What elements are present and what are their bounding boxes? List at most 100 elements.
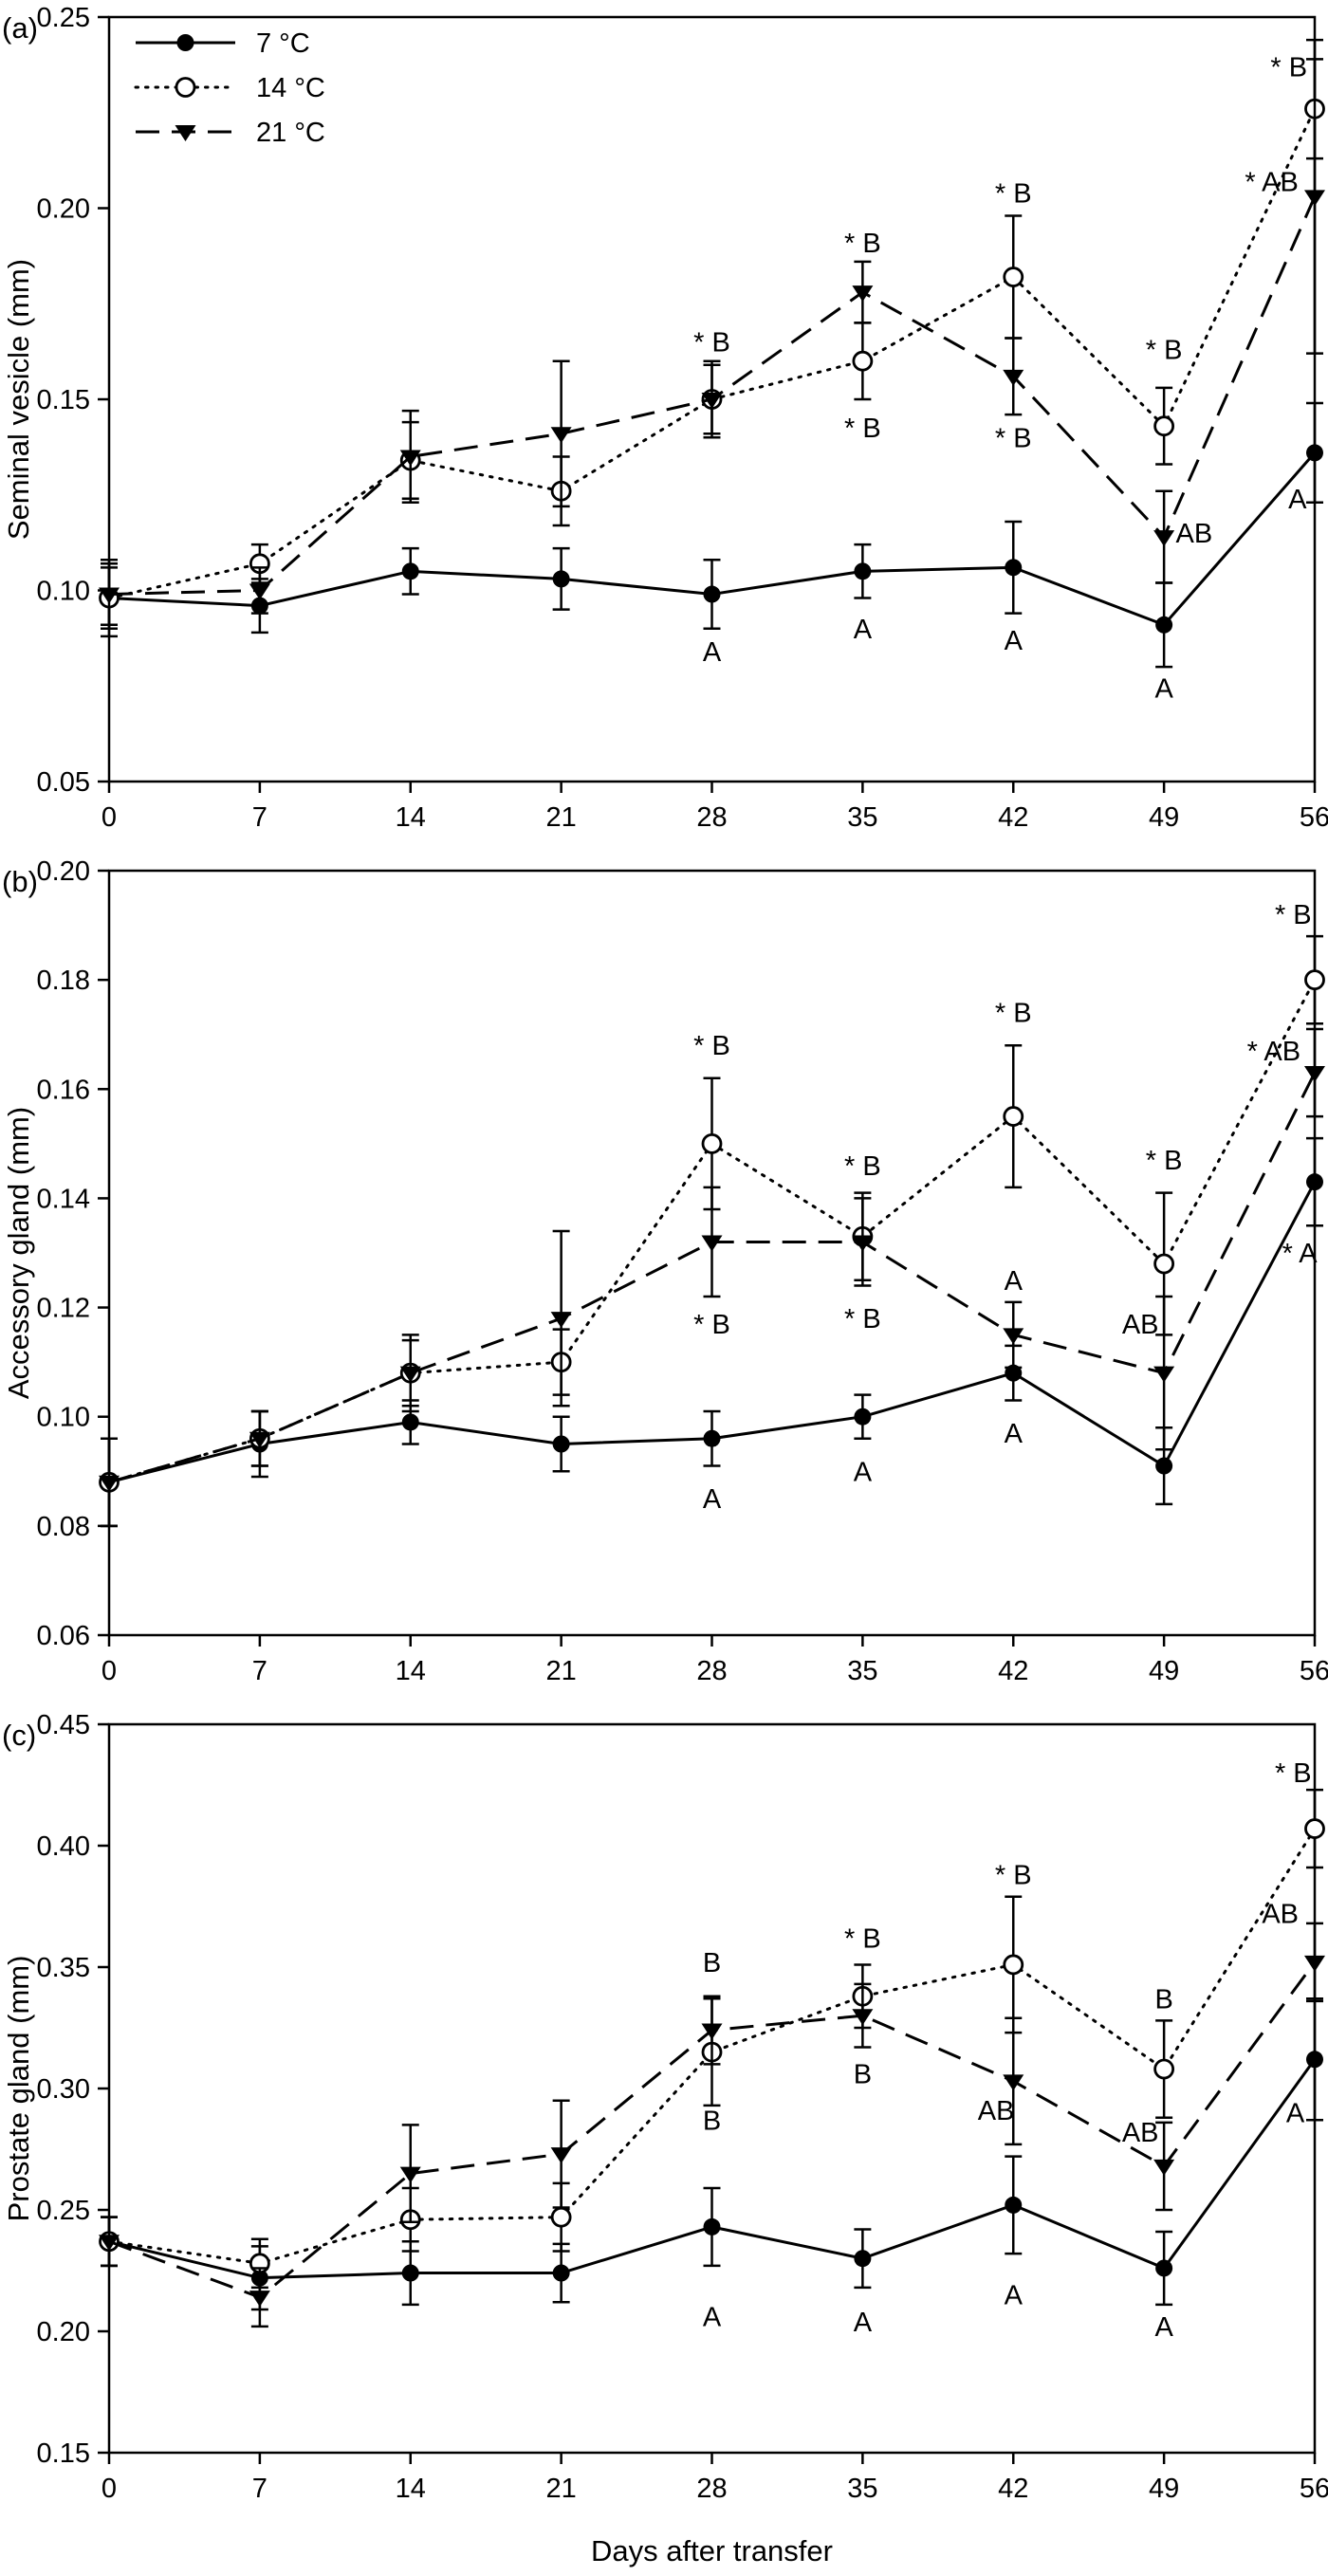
series-dashed: [99, 1027, 1325, 1528]
significance-label: * B: [1146, 1146, 1183, 1176]
significance-label: * B: [1275, 900, 1312, 930]
filled-circle-marker: [854, 2250, 872, 2268]
filled-triangle-down-marker: [852, 285, 874, 303]
y-tick-label: 0.08: [37, 1512, 90, 1542]
significance-label: * AB: [1247, 1037, 1300, 1067]
filled-triangle-down-marker: [1153, 1366, 1175, 1383]
significance-label: * B: [1275, 1758, 1312, 1789]
x-tick-label: 7: [252, 2474, 267, 2504]
open-circle-marker: [1003, 267, 1024, 287]
x-tick-label: 14: [396, 802, 426, 833]
significance-label: AB: [1122, 1310, 1159, 1340]
filled-triangle-down-marker: [249, 2291, 270, 2308]
panel-label: (b): [2, 865, 38, 898]
filled-triangle-down-marker: [99, 1475, 120, 1492]
x-tick-label: 14: [396, 1656, 426, 1686]
open-circle-marker: [852, 350, 874, 372]
y-tick-label: 0.12: [37, 1294, 90, 1324]
filled-circle-marker: [1155, 616, 1173, 634]
x-tick-label: 42: [998, 802, 1028, 833]
y-axis-title: Prostate gland (mm): [2, 1956, 35, 2222]
filled-triangle-down-marker: [1304, 190, 1325, 207]
series-dashed: [99, 1922, 1325, 2328]
x-tick-label: 0: [101, 2474, 117, 2504]
x-axis: 0 7 14 21 28 35 42 49 56: [101, 2453, 1328, 2504]
filled-triangle-down-marker: [1003, 369, 1024, 386]
chart-accessory-gland: 0.06 0.08 0.10 0.12 0.14 0.16 0.18 0.20 0 7 14 21 28…: [2, 856, 1328, 1686]
annotations: * B * B * B * B * B * AB * B * B AB A A A A A: [693, 52, 1307, 704]
filled-triangle-down-marker: [175, 125, 196, 141]
series-solid: [101, 1997, 1323, 2311]
filled-circle-marker: [1005, 1364, 1023, 1382]
y-tick-label: 0.05: [37, 767, 90, 798]
significance-label: A: [1154, 673, 1173, 704]
filled-triangle-down-marker: [550, 427, 572, 444]
x-tick-label: 35: [847, 2474, 877, 2504]
filled-triangle-down-marker: [99, 587, 120, 604]
significance-label: * B: [995, 178, 1032, 209]
open-circle-marker: [1003, 1106, 1024, 1127]
filled-circle-marker: [401, 2264, 419, 2282]
filled-triangle-down-marker: [852, 1235, 874, 1252]
open-circle-marker: [701, 1132, 723, 1154]
panel-b-accessory-gland: 0.06 0.08 0.10 0.12 0.14 0.16 0.18 0.20 0 7 14 21 28…: [0, 854, 1328, 1707]
significance-label: * B: [844, 1923, 881, 1954]
filled-triangle-down-marker: [249, 1431, 270, 1448]
significance-label: A: [1005, 626, 1024, 656]
significance-label: A: [854, 2308, 873, 2338]
filled-triangle-down-marker: [99, 2235, 120, 2252]
y-tick-label: 0.10: [37, 577, 90, 607]
significance-label: * B: [1146, 336, 1183, 366]
significance-label: A: [854, 1457, 873, 1487]
x-tick-label: 28: [696, 2474, 727, 2504]
legend: 7 °C 14 °C 21 °C: [134, 28, 325, 148]
significance-label: * B: [693, 1310, 730, 1340]
x-axis: 0 7 14 21 28 35 42 49 56: [101, 1635, 1328, 1686]
significance-label: * A: [1282, 1239, 1319, 1269]
x-axis-title: Days after transfer: [591, 2534, 833, 2567]
filled-circle-marker: [703, 585, 721, 603]
open-circle-marker: [1304, 969, 1325, 991]
annotations: B * B * B B * B AB B B AB AB A A A A A: [703, 1758, 1312, 2343]
y-tick-label: 0.15: [37, 385, 90, 415]
significance-label: AB: [1262, 1900, 1299, 1930]
open-circle-marker: [1153, 415, 1175, 437]
x-tick-label: 21: [545, 2474, 576, 2504]
x-tick-label: 42: [998, 2474, 1028, 2504]
x-tick-label: 42: [998, 1656, 1028, 1686]
filled-circle-marker: [552, 1435, 570, 1453]
legend-label: 21 °C: [256, 118, 325, 148]
significance-label: * B: [1270, 52, 1307, 83]
significance-label: B: [703, 1948, 721, 1978]
open-circle-marker: [1153, 1253, 1175, 1275]
y-tick-label: 0.18: [37, 966, 90, 996]
y-tick-label: 0.45: [37, 1710, 90, 1740]
y-tick-label: 0.15: [37, 2438, 90, 2469]
panel-label: (a): [2, 11, 38, 45]
filled-circle-marker: [552, 570, 570, 588]
filled-triangle-down-marker: [701, 2023, 723, 2040]
significance-label: * B: [693, 1031, 730, 1061]
filled-circle-marker: [703, 1429, 721, 1447]
y-tick-label: 0.30: [37, 2074, 90, 2105]
chart-prostate-gland: 0.15 0.20 0.25 0.30 0.35 0.40 0.45 0 7 14 21 28 35 42…: [2, 1710, 1328, 2567]
x-tick-label: 49: [1149, 802, 1179, 833]
filled-triangle-down-marker: [1153, 2159, 1175, 2176]
filled-triangle-down-marker: [399, 450, 421, 467]
significance-label: * B: [844, 414, 881, 444]
filled-circle-marker: [1306, 444, 1323, 462]
annotations: * B * B * B * B * B * AB * A * B * B A AB A A A: [693, 900, 1318, 1515]
filled-circle-marker: [1155, 2259, 1173, 2277]
panel-a-seminal-vesicle: 0.05 0.10 0.15 0.20 0.25 0 7 14 21 28 35 42 49 56 Semi…: [0, 0, 1328, 854]
significance-label: AB: [1122, 2118, 1159, 2148]
significance-label: A: [854, 615, 873, 645]
filled-triangle-down-marker: [550, 1312, 572, 1329]
y-axis: 0.05 0.10 0.15 0.20 0.25: [37, 3, 109, 798]
significance-label: * B: [995, 1861, 1032, 1891]
filled-triangle-down-marker: [1304, 1955, 1325, 1972]
significance-label: A: [1005, 1419, 1024, 1449]
y-tick-label: 0.14: [37, 1184, 90, 1214]
x-tick-label: 14: [396, 2474, 426, 2504]
filled-triangle-down-marker: [701, 1235, 723, 1252]
significance-label: * B: [844, 1304, 881, 1334]
